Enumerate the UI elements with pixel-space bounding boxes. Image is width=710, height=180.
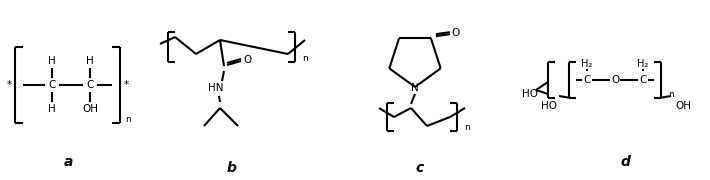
Text: n: n xyxy=(464,123,470,132)
Text: *: * xyxy=(6,80,11,90)
Text: c: c xyxy=(416,161,424,175)
Text: *: * xyxy=(124,80,129,90)
Text: n: n xyxy=(125,114,131,123)
Text: n: n xyxy=(668,89,674,98)
Text: H: H xyxy=(48,104,56,114)
Text: d: d xyxy=(620,155,630,169)
Text: b: b xyxy=(226,161,236,175)
Text: O: O xyxy=(452,28,460,38)
Text: HN: HN xyxy=(208,83,224,93)
Text: C: C xyxy=(87,80,94,90)
Text: HO: HO xyxy=(541,101,557,111)
Text: OH: OH xyxy=(82,104,98,114)
Text: HO: HO xyxy=(522,89,538,99)
Text: O: O xyxy=(244,55,252,65)
Text: O: O xyxy=(611,75,619,85)
Text: C: C xyxy=(639,75,647,85)
Text: H: H xyxy=(86,56,94,66)
Text: C: C xyxy=(584,75,591,85)
Text: H₂: H₂ xyxy=(581,59,593,69)
Text: N: N xyxy=(411,83,419,93)
Text: H: H xyxy=(48,56,56,66)
Text: n: n xyxy=(302,53,308,62)
Text: OH: OH xyxy=(675,101,691,111)
Text: a: a xyxy=(63,155,72,169)
Text: C: C xyxy=(48,80,55,90)
Text: H₂: H₂ xyxy=(638,59,649,69)
